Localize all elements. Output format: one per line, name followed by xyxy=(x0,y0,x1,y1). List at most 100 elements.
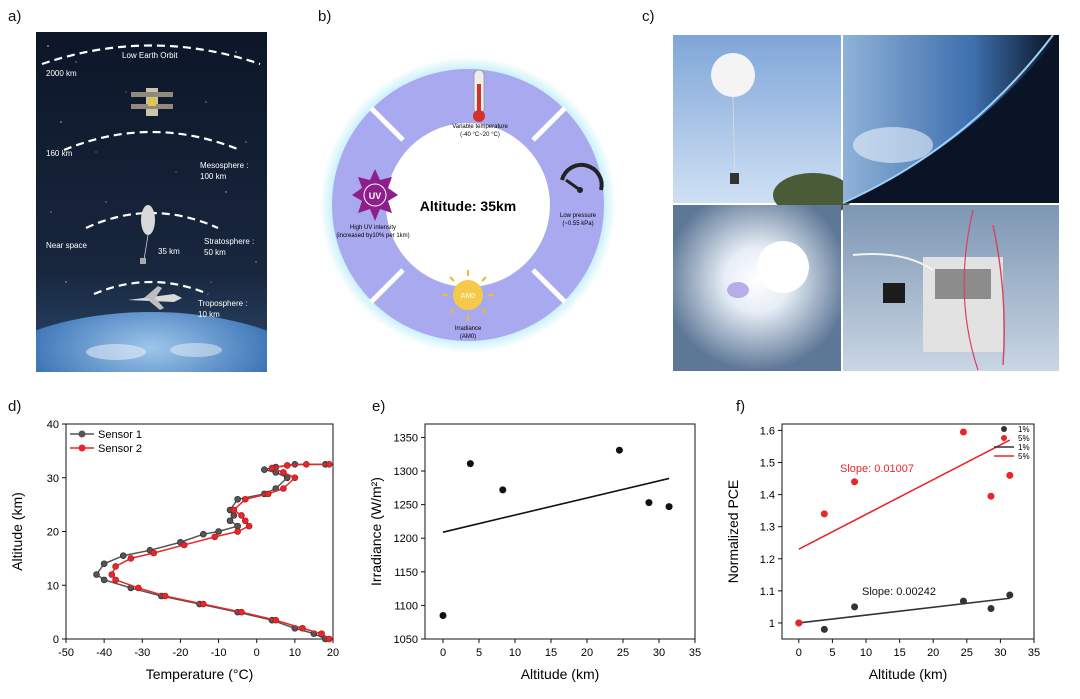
troposphere-boundary-arc xyxy=(93,280,209,296)
x-tick-label: 30 xyxy=(994,647,1006,659)
data-point xyxy=(851,603,859,611)
series-line-1 xyxy=(95,463,326,640)
x-tick-label: -20 xyxy=(172,647,188,659)
data-point xyxy=(215,528,222,535)
panel-label-c: c) xyxy=(642,8,655,25)
x-tick-label: 30 xyxy=(653,647,665,659)
label-stratosphere-km: 50 km xyxy=(204,248,226,257)
data-point xyxy=(959,428,967,436)
data-point xyxy=(100,560,108,568)
x-tick-label: 35 xyxy=(689,647,701,659)
data-point xyxy=(820,625,828,633)
x-tick-label: 5 xyxy=(829,647,835,659)
y-tick-label: 1.3 xyxy=(760,522,775,534)
data-point xyxy=(230,506,238,514)
data-point xyxy=(241,517,249,525)
panel-label-f: f) xyxy=(736,398,746,415)
balloon-icon xyxy=(140,205,155,264)
y-tick-label: 20 xyxy=(47,527,59,539)
legend-label: Sensor 2 xyxy=(98,443,142,455)
data-point xyxy=(200,530,207,538)
legend-marker xyxy=(78,430,86,438)
chart-temperature-altitude: -50 -40 -30 -20 -10 0 10 20 0 10 20 30 40 Temperature… xyxy=(9,419,339,682)
atmosphere-illustration: Low Earth Orbit 2000 km 160 km Mesospher… xyxy=(36,32,267,372)
data-point xyxy=(302,461,310,468)
data-point xyxy=(161,592,169,600)
fit-line-1pct xyxy=(798,597,1010,624)
y-tick-label: 0 xyxy=(53,634,59,646)
data-point xyxy=(499,486,507,494)
y-tick-label: 30 xyxy=(47,473,59,485)
plot-frame xyxy=(424,423,696,640)
data-point xyxy=(325,461,333,468)
data-point xyxy=(466,460,474,468)
y-tick-label: 10 xyxy=(47,580,59,592)
earth-image xyxy=(36,312,267,372)
x-tick-label: -50 xyxy=(58,647,74,659)
uv-sun-icon xyxy=(352,169,398,221)
data-point xyxy=(291,474,299,482)
legend-label: 1% xyxy=(1018,425,1030,434)
y-tick-label: 1250 xyxy=(394,500,418,512)
label-near-space: Near space xyxy=(46,241,87,250)
center-circle xyxy=(386,123,550,287)
data-point xyxy=(280,485,287,492)
y-axis-title: Altitude (km) xyxy=(9,492,25,571)
label-stratosphere: Stratosphere : xyxy=(204,237,254,246)
pressure-gauge-icon xyxy=(560,162,604,193)
mesosphere-boundary-arc xyxy=(63,130,241,152)
x-axis-title: Altitude (km) xyxy=(521,666,600,682)
x-tick-label: 15 xyxy=(545,647,557,659)
pressure-label: Low pressure xyxy=(560,213,597,219)
label-troposphere: Troposphere : xyxy=(198,299,248,308)
data-point xyxy=(200,600,207,608)
x-tick-label: 25 xyxy=(617,647,629,659)
x-tick-label: 10 xyxy=(860,647,872,659)
data-point xyxy=(234,495,241,503)
data-point xyxy=(987,492,995,500)
data-point xyxy=(108,571,116,578)
y-tick-label: 1100 xyxy=(394,600,418,612)
center-label: Altitude: 35km xyxy=(420,198,516,214)
y-tick-label: 1.6 xyxy=(760,425,775,437)
y-tick-label: 1150 xyxy=(394,567,418,579)
legend-label: 5% xyxy=(1018,434,1030,443)
y-tick-label: 1200 xyxy=(394,533,418,545)
photo-sun-glare xyxy=(673,205,841,371)
slope-annotation-1pct: Slope: 0.00242 xyxy=(862,586,936,598)
data-point xyxy=(439,611,447,619)
label-mesosphere: Mesosphere : xyxy=(200,161,248,170)
y-tick-label: 1.5 xyxy=(760,458,775,470)
panel-label-e: e) xyxy=(372,398,386,415)
data-point xyxy=(211,533,219,541)
airplane-icon xyxy=(128,286,182,310)
data-point xyxy=(325,635,333,643)
data-point xyxy=(268,464,276,472)
irradiance-label: Irradiance xyxy=(455,326,482,332)
x-tick-label: 25 xyxy=(961,647,973,659)
data-point xyxy=(1006,591,1014,599)
data-point xyxy=(264,490,272,498)
y-axis-title: Irradiance (W/m²) xyxy=(368,477,384,586)
data-point xyxy=(820,510,828,518)
data-point xyxy=(112,576,119,584)
data-point xyxy=(127,555,135,562)
label-160km: 160 km xyxy=(46,149,73,158)
y-tick-label: 1.2 xyxy=(760,554,775,566)
sun-icon xyxy=(442,270,494,321)
x-tick-label: 0 xyxy=(796,647,802,659)
data-point xyxy=(241,495,249,503)
thermometer-icon xyxy=(473,69,485,122)
label-low-earth-orbit: Low Earth Orbit xyxy=(122,51,178,60)
conditions-wheel: Altitude: 35km Variable temperature (-40… xyxy=(320,57,616,353)
legend-marker xyxy=(1001,435,1007,441)
x-tick-label: 10 xyxy=(509,647,521,659)
label-2000km: 2000 km xyxy=(46,69,77,78)
data-point xyxy=(645,499,653,507)
leo-boundary-arc xyxy=(41,44,261,66)
am0-badge: AM0 xyxy=(461,293,476,300)
data-point xyxy=(261,466,268,473)
y-tick-label: 1050 xyxy=(394,634,418,646)
data-point xyxy=(180,541,188,549)
data-point xyxy=(238,608,245,616)
